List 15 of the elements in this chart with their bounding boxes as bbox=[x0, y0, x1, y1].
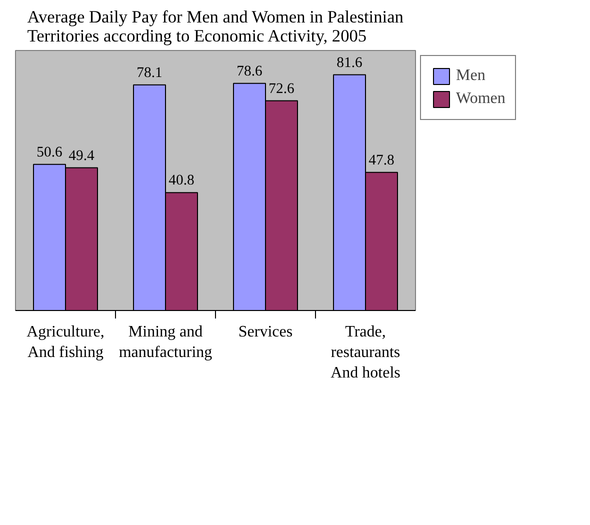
data-label: 78.1 bbox=[136, 64, 162, 81]
data-label: 47.8 bbox=[368, 152, 394, 168]
x-tick-label: Services bbox=[238, 324, 293, 340]
legend-label: Men bbox=[456, 67, 486, 85]
data-label: 49.4 bbox=[68, 148, 95, 164]
data-label: 50.6 bbox=[36, 144, 62, 160]
x-tick-label: Trade, restaurants And hotels bbox=[330, 324, 400, 382]
data-label: 81.6 bbox=[336, 54, 362, 71]
data-label: 72.6 bbox=[268, 80, 294, 97]
x-tick-label: Agriculture, And fishing bbox=[26, 324, 104, 361]
data-label: 40.8 bbox=[168, 172, 194, 189]
data-label: 78.6 bbox=[236, 63, 262, 80]
legend-label: Women bbox=[456, 90, 506, 108]
chart-title: Average Daily Pay for Men and Women in Palestinian Territories according to Economic Activity, 2005 bbox=[27, 8, 404, 46]
x-tick-label: Mining and manufacturing bbox=[118, 324, 212, 361]
